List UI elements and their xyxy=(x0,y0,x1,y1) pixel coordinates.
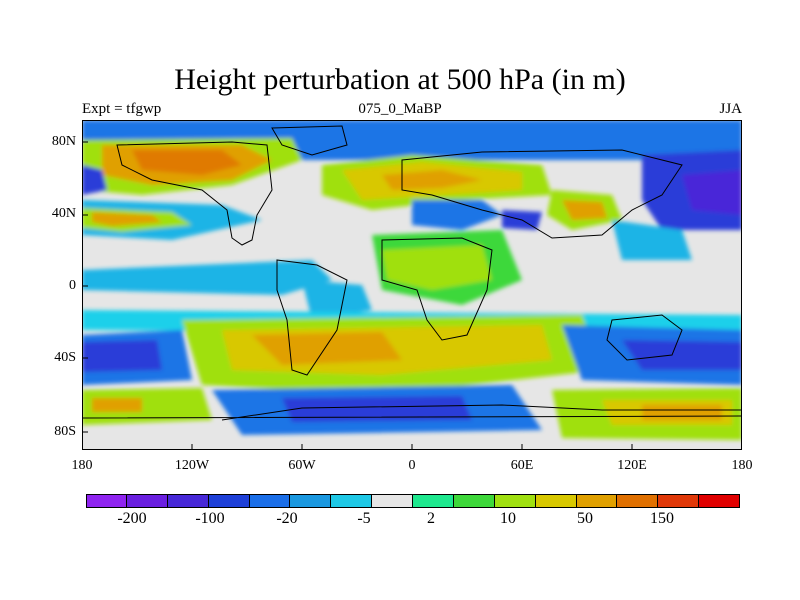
australia-outline xyxy=(606,314,683,361)
north-america-outline xyxy=(116,141,273,246)
colorbar-swatch xyxy=(372,494,413,508)
colorbar-swatch xyxy=(167,494,209,508)
contour-antarctic-core xyxy=(282,396,472,422)
contour-trop-east-pacific xyxy=(82,260,332,295)
colorbar-swatch xyxy=(86,494,127,508)
contour-southern-ocean-peak xyxy=(92,398,142,412)
y-tick-label: 40N xyxy=(51,206,76,221)
colorbar-swatch xyxy=(126,494,168,508)
contour-midlat-west-peak xyxy=(92,212,162,226)
period-label: 075_0_MaBP xyxy=(358,101,442,117)
eurasia-outline xyxy=(401,149,683,239)
experiment-label: Expt = tfgwp xyxy=(82,101,162,117)
contour-sw-pacific-core xyxy=(82,340,162,372)
colorbar-swatch xyxy=(208,494,250,508)
contour-fills xyxy=(82,120,742,440)
y-tick-label: 80N xyxy=(51,134,76,149)
contour-se-indian-core xyxy=(622,340,742,370)
contour-na-peak xyxy=(132,150,242,175)
colorbar-label: 10 xyxy=(500,510,516,527)
colorbar-swatch xyxy=(576,494,618,508)
y-tick-label: 40S xyxy=(54,350,76,365)
contour-africa-core xyxy=(382,245,492,290)
colorbar-swatch xyxy=(617,494,659,508)
x-tick-label: 0 xyxy=(408,458,416,473)
colorbar-swatch xyxy=(658,494,700,508)
colorbar-swatch xyxy=(331,494,373,508)
contour-pacific-north-core xyxy=(682,170,742,215)
colorbar-label: -100 xyxy=(195,510,225,527)
contour-trop-atlantic xyxy=(302,280,372,320)
antarctica-outline xyxy=(82,404,742,421)
x-tick-label: 60E xyxy=(510,458,534,473)
contour-med-low xyxy=(412,200,502,230)
axis-ticks xyxy=(82,141,633,450)
map-panel xyxy=(82,120,742,450)
x-tick-label: 120W xyxy=(174,458,210,473)
colorbar-label: -5 xyxy=(357,510,371,527)
colorbar-swatch xyxy=(535,494,577,508)
contour-asia-peak xyxy=(562,200,607,220)
colorbar xyxy=(86,494,740,508)
season-label: JJA xyxy=(719,101,742,117)
colorbar-label: 2 xyxy=(427,510,435,527)
africa-outline xyxy=(381,237,493,341)
colorbar-label: 150 xyxy=(650,510,674,527)
colorbar-swatch xyxy=(290,494,332,508)
colorbar-swatch xyxy=(699,494,740,508)
colorbar-swatch xyxy=(453,494,495,508)
x-tick-label: 180 xyxy=(71,458,93,473)
colorbar-swatch xyxy=(413,494,454,508)
colorbar-label: -20 xyxy=(276,510,298,527)
colorbar-swatch xyxy=(494,494,536,508)
colorbar-label: 50 xyxy=(577,510,593,527)
contour-pacific-low xyxy=(82,165,107,195)
y-tick-label: 80S xyxy=(54,424,76,439)
contour-antarctic-east-peak xyxy=(642,405,722,420)
colorbar-swatch xyxy=(249,494,291,508)
contour-map xyxy=(82,120,742,450)
coastlines xyxy=(82,125,742,421)
chart-title: Height perturbation at 500 hPa (in m) xyxy=(174,63,626,96)
greenland-outline xyxy=(271,125,348,156)
y-tick-label: 0 xyxy=(69,278,76,293)
contour-west-pacific xyxy=(612,220,692,260)
x-tick-label: 180 xyxy=(731,458,753,473)
contour-europe-peak xyxy=(382,170,482,190)
x-tick-label: 60W xyxy=(288,458,316,473)
contour-southern-ocean-pos xyxy=(82,388,212,425)
colorbar-label: -200 xyxy=(117,510,147,527)
south-america-outline xyxy=(276,259,348,376)
x-tick-label: 120E xyxy=(617,458,647,473)
